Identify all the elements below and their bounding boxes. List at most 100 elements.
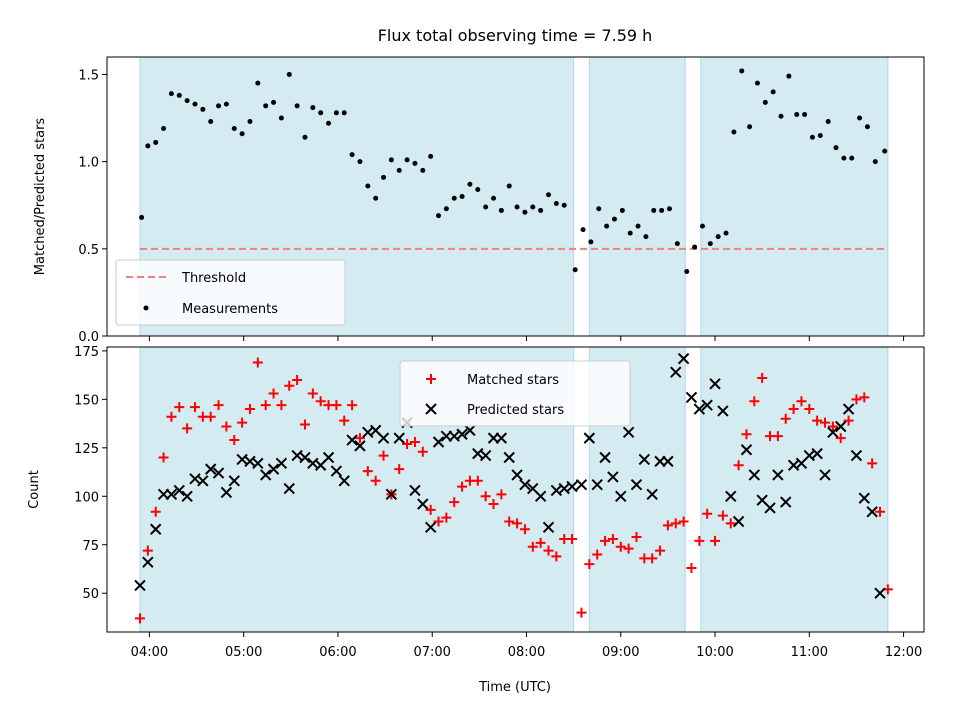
predicted-point <box>228 475 240 487</box>
matched-point <box>843 415 854 426</box>
legend: Threshold Measurements <box>115 259 346 326</box>
predicted-point <box>252 457 264 470</box>
measurement-point <box>802 112 808 118</box>
matched-point <box>662 520 673 531</box>
matched-point <box>717 510 728 521</box>
measurement-point <box>580 227 586 233</box>
predicted-point <box>693 403 706 415</box>
measurement-point <box>443 206 449 212</box>
measurement-point <box>651 207 657 213</box>
y-tick-label: 75 <box>82 539 99 554</box>
predicted-point <box>181 490 193 502</box>
predicted-point <box>772 469 784 481</box>
predicted-point <box>377 432 390 444</box>
measurement-point <box>794 112 800 118</box>
predicted-point <box>646 488 658 501</box>
matched-point <box>182 423 193 434</box>
measurement-point <box>263 103 269 109</box>
matched-point <box>441 512 452 523</box>
matched-point <box>592 549 603 560</box>
measurement-point <box>491 195 497 201</box>
measurement-point <box>643 234 649 240</box>
matched-point <box>851 394 862 405</box>
matched-point <box>347 400 358 411</box>
predicted-point <box>566 480 578 493</box>
x-tick-label: 04:00 <box>131 645 168 660</box>
predicted-point <box>764 502 776 514</box>
measurement-point <box>619 207 625 213</box>
matched-point <box>472 475 483 486</box>
matched-point <box>623 543 634 554</box>
matched-point <box>425 504 436 515</box>
predicted-point <box>346 434 358 446</box>
predicted-point <box>424 521 437 534</box>
measurement-point <box>522 209 528 215</box>
predicted-point <box>479 449 492 462</box>
y-tick-label: 1.0 <box>78 156 99 171</box>
measurement-point <box>255 80 261 86</box>
matched-point <box>820 417 831 428</box>
measurement-point <box>506 183 512 189</box>
predicted-point <box>338 475 350 487</box>
matched-point <box>631 532 642 542</box>
predicted-point <box>709 378 721 390</box>
predicted-point <box>330 465 343 477</box>
measurement-point <box>572 267 578 273</box>
predicted-point <box>874 587 886 599</box>
matched-point <box>543 545 554 556</box>
matched-point <box>576 607 587 618</box>
legend-matched-label: Matched stars <box>467 373 559 388</box>
top-panel: 0.0 0.5 1.0 1.5 Matched/Predicted stars Thres… <box>33 56 925 345</box>
predicted-point <box>393 432 405 444</box>
matched-point <box>331 400 342 411</box>
matched-point <box>859 392 870 403</box>
measurement-point <box>341 110 347 116</box>
matched-point <box>394 464 405 475</box>
matched-point <box>339 415 350 426</box>
legend-box <box>399 360 631 427</box>
legend-threshold-label: Threshold <box>181 271 246 286</box>
predicted-point <box>662 455 674 468</box>
matched-point <box>812 415 823 426</box>
predicted-point <box>173 484 185 497</box>
predicted-point <box>866 506 878 518</box>
legend-predicted-swatch <box>425 403 437 415</box>
measurement-point <box>778 113 784 119</box>
predicted-point <box>385 488 398 501</box>
x-tick-label: 12:00 <box>885 645 922 660</box>
predicted-point <box>622 426 635 439</box>
matched-point <box>292 374 303 385</box>
matched-point <box>354 433 365 444</box>
matched-point <box>284 380 295 391</box>
measurement-point <box>176 92 182 98</box>
measurement-point <box>388 157 394 163</box>
predicted-point <box>267 463 280 475</box>
measurement-point <box>310 105 316 111</box>
measurement-point <box>208 119 214 125</box>
legend-measurement-swatch <box>143 305 149 311</box>
predicted-point <box>842 403 855 415</box>
matched-point <box>655 545 666 556</box>
measurement-point <box>739 68 745 74</box>
matched-point <box>307 388 318 399</box>
y-tick-label: 125 <box>74 442 99 457</box>
measurement-point <box>145 143 151 149</box>
legend: Matched stars Predicted stars <box>399 360 631 427</box>
matched-point <box>142 545 153 556</box>
axes-frame <box>106 56 925 337</box>
predicted-point <box>725 490 737 502</box>
predicted-point <box>299 451 311 464</box>
predicted-point <box>322 451 335 464</box>
measurement-point <box>825 119 831 125</box>
matched-point <box>733 460 744 471</box>
legend-box <box>115 259 346 326</box>
matched-point <box>772 431 783 442</box>
measurement-point <box>412 160 418 166</box>
predicted-point <box>464 424 476 437</box>
matched-point <box>519 524 530 535</box>
matched-point <box>607 533 618 544</box>
matched-point <box>867 458 878 469</box>
matched-point <box>535 537 546 548</box>
observing-span <box>588 56 686 337</box>
measurement-point <box>451 195 457 201</box>
